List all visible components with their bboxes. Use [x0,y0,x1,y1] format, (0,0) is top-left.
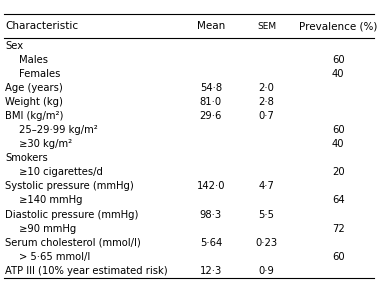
Text: ≥140 mmHg: ≥140 mmHg [19,196,83,205]
Text: Males: Males [19,55,48,65]
Text: Prevalence (%): Prevalence (%) [299,21,378,31]
Text: 40: 40 [332,139,345,149]
Text: Smokers: Smokers [5,153,48,163]
Text: Systolic pressure (mmHg): Systolic pressure (mmHg) [5,181,134,191]
Text: 2·8: 2·8 [259,97,274,107]
Text: 142·0: 142·0 [197,181,225,191]
Text: ≥10 cigarettes/d: ≥10 cigarettes/d [19,167,103,177]
Text: 4·7: 4·7 [259,181,274,191]
Text: 40: 40 [332,69,345,79]
Text: 60: 60 [332,55,345,65]
Text: Diastolic pressure (mmHg): Diastolic pressure (mmHg) [5,209,138,219]
Text: 81·0: 81·0 [200,97,222,107]
Text: BMI (kg/m²): BMI (kg/m²) [5,111,63,121]
Text: 98·3: 98·3 [200,209,222,219]
Text: Females: Females [19,69,60,79]
Text: Weight (kg): Weight (kg) [5,97,63,107]
Text: ≥30 kg/m²: ≥30 kg/m² [19,139,73,149]
Text: 29·6: 29·6 [200,111,222,121]
Text: 64: 64 [332,196,345,205]
Text: > 5·65 mmol/l: > 5·65 mmol/l [19,252,90,262]
Text: 60: 60 [332,125,345,135]
Text: 60: 60 [332,252,345,262]
Text: Serum cholesterol (mmol/l): Serum cholesterol (mmol/l) [5,238,141,248]
Text: SEM: SEM [257,22,276,31]
Text: Age (years): Age (years) [5,83,63,93]
Text: 12·3: 12·3 [200,266,222,276]
Text: ≥90 mmHg: ≥90 mmHg [19,224,76,234]
Text: 5·5: 5·5 [259,209,274,219]
Text: 54·8: 54·8 [200,83,222,93]
Text: Mean: Mean [197,21,225,31]
Text: 0·7: 0·7 [259,111,274,121]
Text: ATP III (10% year estimated risk): ATP III (10% year estimated risk) [5,266,167,276]
Text: 2·0: 2·0 [259,83,274,93]
Text: 0·9: 0·9 [259,266,274,276]
Text: 20: 20 [332,167,345,177]
Text: 25–29·99 kg/m²: 25–29·99 kg/m² [19,125,98,135]
Text: Characteristic: Characteristic [5,21,78,31]
Text: Sex: Sex [5,40,23,50]
Text: 5·64: 5·64 [200,238,222,248]
Text: 0·23: 0·23 [256,238,277,248]
Text: 72: 72 [332,224,345,234]
